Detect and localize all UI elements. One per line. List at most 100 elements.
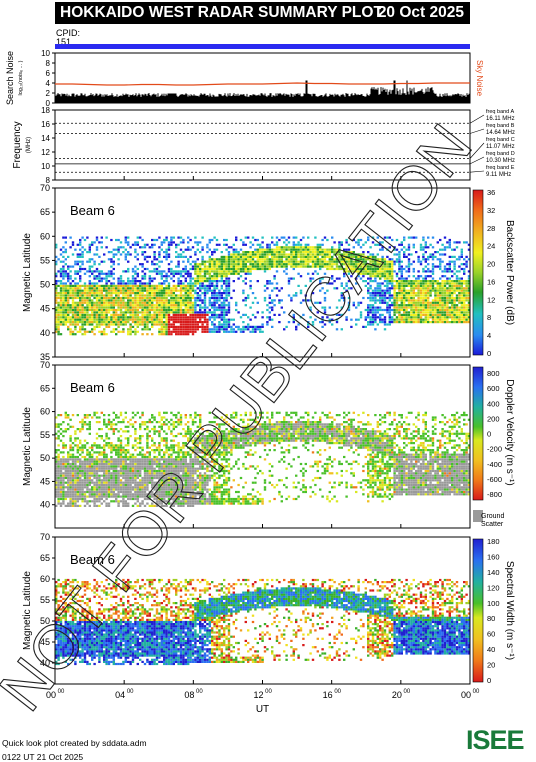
power-panel-cell <box>168 304 170 306</box>
velocity-panel-cell <box>113 465 115 467</box>
power-panel-cell <box>420 297 422 299</box>
power-panel-cell <box>252 244 254 246</box>
velocity-panel-cell <box>84 500 86 502</box>
velocity-panel-cell <box>139 479 141 481</box>
power-panel-cell <box>261 251 263 253</box>
power-panel-cell <box>295 266 297 268</box>
velocity-panel-cell <box>77 437 79 439</box>
power-panel-cell <box>228 311 230 313</box>
power-panel-cell <box>415 251 417 253</box>
power-panel-cell <box>247 328 249 330</box>
power-panel-cell <box>413 294 415 296</box>
power-panel-cell <box>408 253 410 255</box>
power-panel-cell <box>151 321 153 323</box>
power-panel-cell <box>221 280 223 282</box>
power-panel-cell <box>444 280 446 282</box>
power-panel-cell <box>242 280 244 282</box>
power-panel-cell <box>233 331 235 333</box>
power-panel-cell <box>204 294 206 296</box>
power-panel-cell <box>113 292 115 294</box>
power-panel-cell <box>127 307 129 309</box>
power-panel-cell <box>441 297 443 299</box>
power-panel-cell <box>319 253 321 255</box>
power-panel-cell <box>398 309 400 311</box>
velocity-panel-cell <box>103 461 105 463</box>
velocity-panel-cell <box>146 479 148 481</box>
power-panel-cell <box>127 290 129 292</box>
power-panel-cell <box>336 319 338 321</box>
velocity-panel-cell <box>139 468 141 470</box>
power-panel-cell <box>223 302 225 304</box>
power-panel-cell <box>65 321 67 323</box>
velocity-panel-cell <box>65 486 67 488</box>
power-panel-cell <box>161 285 163 287</box>
power-panel-cell <box>235 326 237 328</box>
power-panel-cell <box>413 246 415 248</box>
velocity-panel-cell <box>65 491 67 493</box>
power-panel-cell <box>338 258 340 260</box>
power-panel-cell <box>401 316 403 318</box>
power-panel-cell <box>129 290 131 292</box>
power-panel-cell <box>117 292 119 294</box>
power-panel-cell <box>144 302 146 304</box>
velocity-panel-cell <box>67 461 69 463</box>
power-panel-cell <box>57 328 59 330</box>
power-panel-cell <box>377 270 379 272</box>
velocity-panel-cell <box>141 458 143 460</box>
power-panel-cell <box>254 316 256 318</box>
power-panel-cell <box>434 304 436 306</box>
power-panel-cell <box>413 270 415 272</box>
power-panel-cell <box>281 246 283 248</box>
velocity-panel-cell <box>69 496 71 498</box>
power-panel-cell <box>317 253 319 255</box>
power-panel-cell <box>245 258 247 260</box>
power-panel-cell <box>139 237 141 239</box>
power-panel-cell <box>177 316 179 318</box>
power-panel-cell <box>314 266 316 268</box>
power-panel-cell <box>312 253 314 255</box>
power-panel-cell <box>331 323 333 325</box>
power-panel-cell <box>331 263 333 265</box>
power-panel-cell <box>249 285 251 287</box>
velocity-panel-cell <box>57 430 59 432</box>
velocity-panel-cell <box>89 479 91 481</box>
power-panel-cell <box>127 297 129 299</box>
power-panel-cell <box>403 280 405 282</box>
power-panel-cell <box>204 309 206 311</box>
power-panel-cell <box>67 287 69 289</box>
power-panel-cell <box>72 316 74 318</box>
power-panel-cell <box>74 321 76 323</box>
power-panel-cell <box>180 256 182 258</box>
power-panel-cell <box>122 282 124 284</box>
power-panel-cell <box>417 285 419 287</box>
power-panel-cell <box>314 261 316 263</box>
power-panel-cell <box>240 328 242 330</box>
power-panel-cell <box>141 309 143 311</box>
power-panel-cell <box>381 309 383 311</box>
power-panel-cell <box>192 297 194 299</box>
power-panel-cell <box>173 287 175 289</box>
power-panel-cell <box>185 319 187 321</box>
velocity-panel-cell <box>117 465 119 467</box>
power-panel-cell <box>93 292 95 294</box>
power-panel-cell <box>209 311 211 313</box>
power-panel-cell <box>81 251 83 253</box>
power-panel-cell <box>81 263 83 265</box>
power-panel-cell <box>465 261 467 263</box>
power-panel-cell <box>189 328 191 330</box>
power-panel-cell <box>173 326 175 328</box>
power-panel-cell <box>185 285 187 287</box>
power-panel-cell <box>317 244 319 246</box>
power-panel-cell <box>437 292 439 294</box>
velocity-panel-cell <box>89 505 91 507</box>
power-panel-cell <box>288 263 290 265</box>
power-panel-cell <box>101 311 103 313</box>
power-panel-cell <box>465 316 467 318</box>
power-panel-cell <box>117 304 119 306</box>
power-panel-cell <box>110 273 112 275</box>
velocity-panel-cell <box>62 456 64 458</box>
velocity-panel-cell <box>129 491 131 493</box>
velocity-panel-cell <box>62 500 64 502</box>
power-panel-cell <box>338 278 340 280</box>
power-panel-cell <box>209 302 211 304</box>
